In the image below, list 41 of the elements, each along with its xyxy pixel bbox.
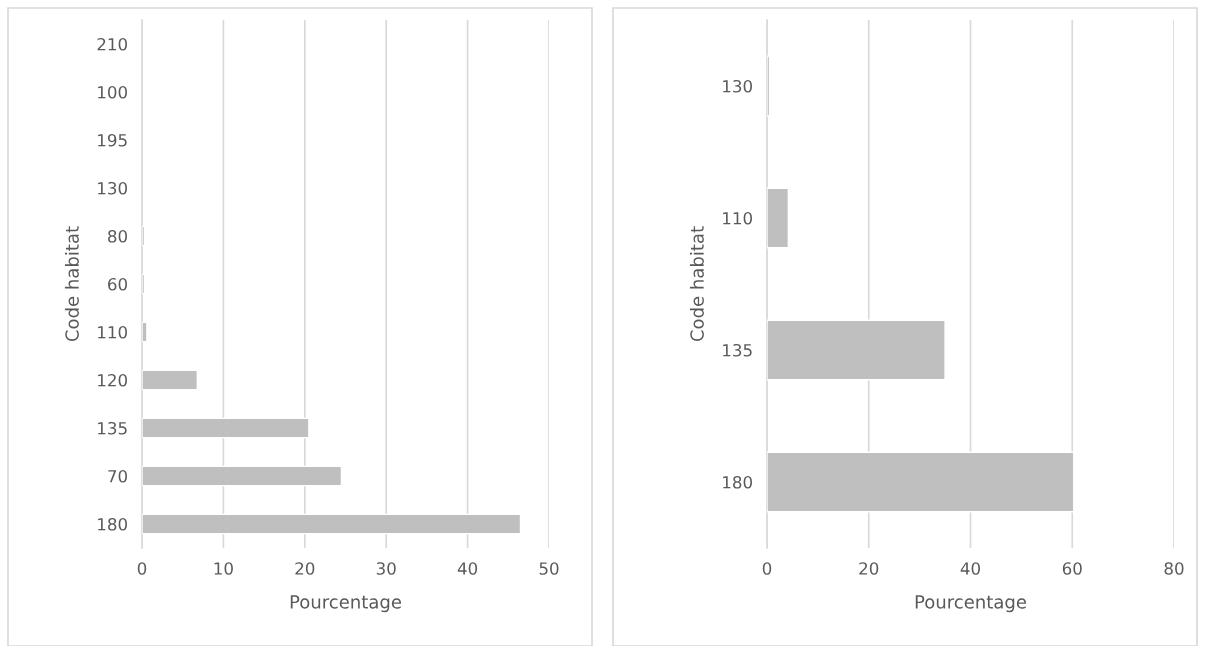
bar xyxy=(767,451,1075,513)
y-tick-label: 110 xyxy=(98,325,127,339)
y-tick-label: 100 xyxy=(98,85,127,99)
y-tick-label: 60 xyxy=(108,277,127,291)
y-tick-label: 70 xyxy=(108,469,127,483)
x-tick-label: 40 xyxy=(457,562,478,575)
bar xyxy=(142,417,310,439)
y-tick-label: 120 xyxy=(98,373,127,387)
x-tick-label: 20 xyxy=(295,562,315,575)
bar xyxy=(767,55,771,117)
x-tick-label: 80 xyxy=(1164,562,1184,575)
bar xyxy=(142,513,522,535)
x-axis-title: Pourcentage xyxy=(915,595,1026,613)
bar xyxy=(142,225,146,247)
y-axis-title: Code habitat xyxy=(689,226,704,342)
bar xyxy=(142,369,199,391)
bar xyxy=(142,321,148,343)
y-tick-label: 210 xyxy=(97,37,127,51)
x-tick-label: 0 xyxy=(137,562,147,575)
x-tick-label: 10 xyxy=(214,562,233,575)
y-tick-label: 80 xyxy=(108,229,127,243)
y-tick-label: 130 xyxy=(723,79,752,93)
bar xyxy=(142,465,343,487)
y-tick-label: 135 xyxy=(723,343,752,357)
y-tick-label: 195 xyxy=(98,133,127,147)
x-tick-label: 20 xyxy=(859,562,879,575)
x-tick-label: 40 xyxy=(960,562,980,575)
y-tick-label: 180 xyxy=(723,475,752,489)
x-tick-label: 0 xyxy=(762,562,772,575)
x-tick-label: 50 xyxy=(539,562,559,575)
x-tick-label: 30 xyxy=(376,562,396,575)
bar xyxy=(767,319,946,381)
y-tick-label: 135 xyxy=(98,421,127,435)
y-axis-title: Code habitat xyxy=(64,226,79,342)
y-tick-label: 180 xyxy=(98,517,127,531)
x-tick-label: 60 xyxy=(1062,562,1082,575)
x-axis-title: Pourcentage xyxy=(290,595,401,613)
y-tick-label: 130 xyxy=(98,181,127,195)
y-tick-label: 110 xyxy=(723,211,752,225)
bar xyxy=(767,187,790,249)
bar xyxy=(142,273,146,295)
